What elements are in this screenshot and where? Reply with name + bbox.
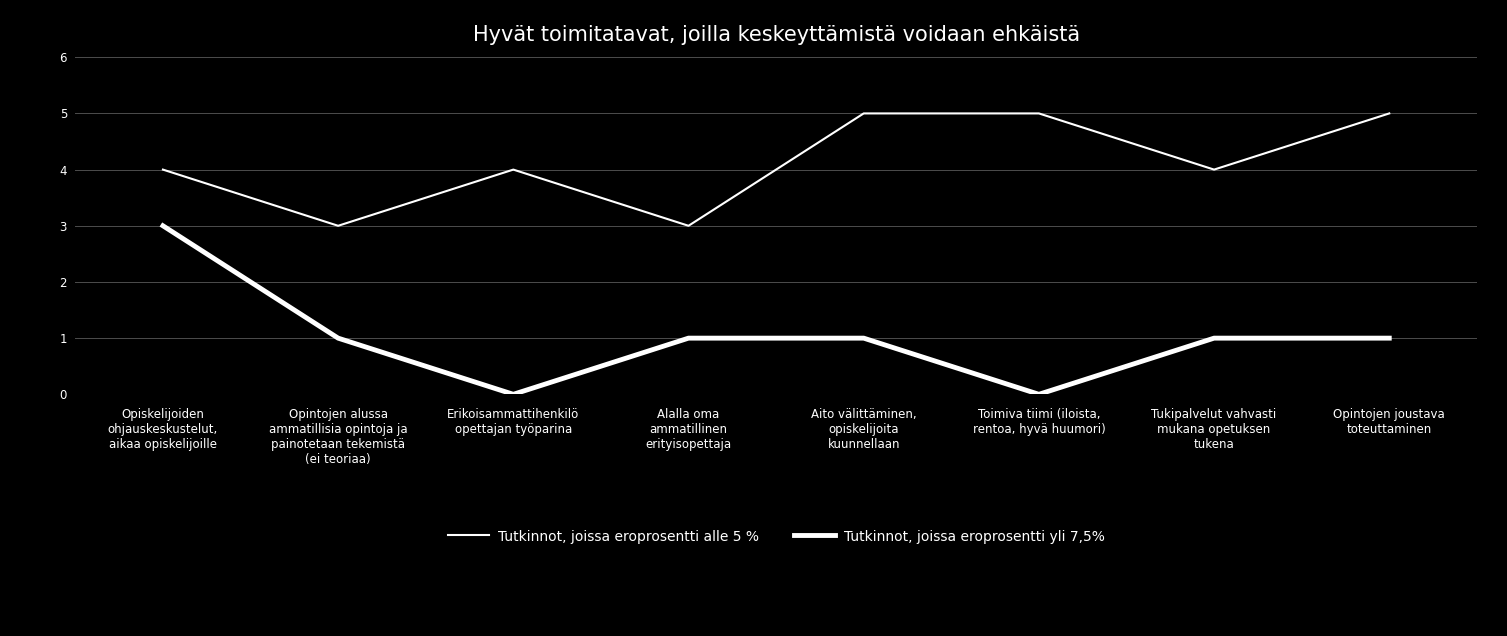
Tutkinnot, joissa eroprosentti alle 5 %: [1029, 109, 1047, 117]
Line: Tutkinnot, joissa eroprosentti alle 5 %: Tutkinnot, joissa eroprosentti alle 5 %: [163, 113, 1389, 226]
Tutkinnot, joissa eroprosentti alle 5 %: [154, 166, 172, 174]
Tutkinnot, joissa eroprosentti yli 7,5%: [854, 335, 873, 342]
Tutkinnot, joissa eroprosentti alle 5 %: [329, 222, 347, 230]
Tutkinnot, joissa eroprosentti alle 5 %: [1380, 109, 1398, 117]
Tutkinnot, joissa eroprosentti yli 7,5%: [154, 222, 172, 230]
Tutkinnot, joissa eroprosentti alle 5 %: [505, 166, 523, 174]
Title: Hyvät toimitatavat, joilla keskeyttämistä voidaan ehkäistä: Hyvät toimitatavat, joilla keskeyttämist…: [473, 25, 1079, 45]
Legend: Tutkinnot, joissa eroprosentti alle 5 %, Tutkinnot, joissa eroprosentti yli 7,5%: Tutkinnot, joissa eroprosentti alle 5 %,…: [442, 524, 1111, 549]
Tutkinnot, joissa eroprosentti yli 7,5%: [329, 335, 347, 342]
Line: Tutkinnot, joissa eroprosentti yli 7,5%: Tutkinnot, joissa eroprosentti yli 7,5%: [163, 226, 1389, 394]
Tutkinnot, joissa eroprosentti yli 7,5%: [1380, 335, 1398, 342]
Tutkinnot, joissa eroprosentti yli 7,5%: [1029, 391, 1047, 398]
Tutkinnot, joissa eroprosentti yli 7,5%: [505, 391, 523, 398]
Tutkinnot, joissa eroprosentti yli 7,5%: [1206, 335, 1224, 342]
Tutkinnot, joissa eroprosentti alle 5 %: [1206, 166, 1224, 174]
Tutkinnot, joissa eroprosentti alle 5 %: [680, 222, 698, 230]
Tutkinnot, joissa eroprosentti yli 7,5%: [680, 335, 698, 342]
Tutkinnot, joissa eroprosentti alle 5 %: [854, 109, 873, 117]
